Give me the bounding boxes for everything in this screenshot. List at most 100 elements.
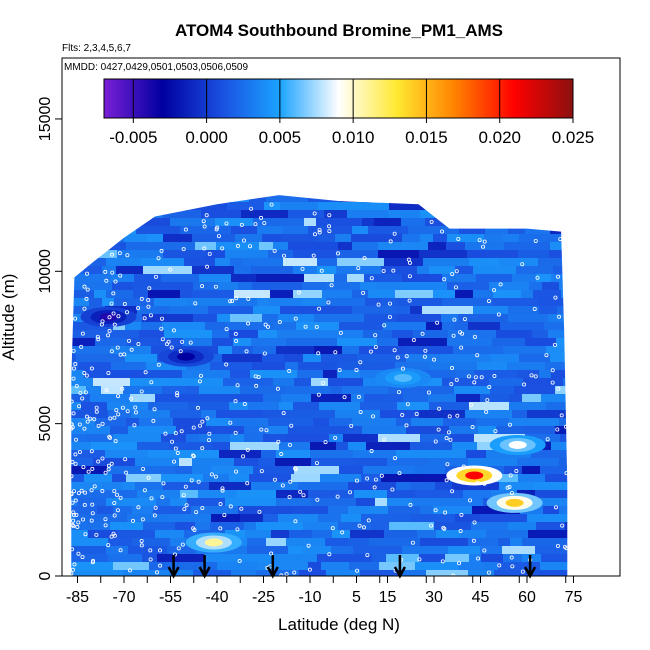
heat-cell xyxy=(556,218,568,227)
heat-cell xyxy=(273,322,297,331)
sample-marker xyxy=(397,471,402,476)
heat-cell xyxy=(428,394,457,403)
sample-marker xyxy=(104,278,109,283)
sample-marker xyxy=(532,306,537,311)
sample-marker xyxy=(149,496,154,501)
heat-cell xyxy=(278,514,319,523)
heat-cell xyxy=(465,410,513,419)
heat-cell xyxy=(245,530,272,539)
sample-marker xyxy=(103,269,108,274)
heat-cell xyxy=(546,195,568,203)
heat-cell xyxy=(521,290,534,299)
heat-cell xyxy=(314,346,343,355)
sample-marker xyxy=(281,411,286,416)
sample-marker xyxy=(115,508,120,513)
heat-cell xyxy=(215,218,254,227)
heat-cell xyxy=(508,314,549,323)
heat-cell xyxy=(106,290,134,299)
sample-marker xyxy=(76,520,81,525)
heat-cell xyxy=(217,562,259,571)
sample-marker xyxy=(109,349,114,354)
heat-cell xyxy=(528,530,568,539)
sample-marker xyxy=(449,382,454,387)
heat-cell xyxy=(71,410,109,419)
heat-cell xyxy=(545,362,568,371)
heat-cell xyxy=(233,338,252,347)
heat-cell xyxy=(126,418,140,427)
sample-marker xyxy=(160,316,165,321)
colorbar-tick-label: 0.025 xyxy=(552,128,595,147)
heat-cell xyxy=(537,298,568,307)
heat-cell xyxy=(169,154,183,163)
heat-cell xyxy=(347,210,389,219)
sample-marker xyxy=(200,419,205,424)
sample-marker xyxy=(376,302,381,307)
heat-cell xyxy=(71,394,91,403)
sample-marker xyxy=(239,222,244,227)
heat-cell xyxy=(238,506,265,515)
x-axis-label: Latitude (deg N) xyxy=(278,615,400,634)
heat-cell xyxy=(310,442,337,451)
heat-cell xyxy=(262,154,280,163)
heat-cell xyxy=(166,202,185,211)
heat-cell xyxy=(437,170,454,179)
heat-cell xyxy=(71,266,85,275)
heat-cell xyxy=(374,218,402,227)
heat-cell xyxy=(231,570,257,576)
heat-cell xyxy=(588,194,622,203)
sample-marker xyxy=(92,484,97,489)
sample-marker xyxy=(156,256,161,261)
heat-cell xyxy=(279,178,298,187)
sample-marker xyxy=(116,412,121,417)
heat-cell xyxy=(522,466,541,475)
heat-cell xyxy=(430,202,453,211)
heat-cell xyxy=(580,418,622,427)
heat-cell xyxy=(618,434,650,443)
sample-marker xyxy=(207,431,212,436)
sample-marker xyxy=(482,548,487,553)
heat-cell xyxy=(398,338,448,347)
heat-cell xyxy=(286,386,331,395)
heat-cell xyxy=(244,522,257,531)
sample-marker xyxy=(159,326,164,331)
heat-cell xyxy=(288,426,329,435)
heat-cell xyxy=(71,458,94,467)
heat-cell xyxy=(537,162,587,171)
heat-cell xyxy=(523,498,564,507)
sample-marker xyxy=(127,568,132,573)
heat-cell xyxy=(128,546,168,555)
heat-cell xyxy=(508,226,526,235)
sample-marker xyxy=(485,398,490,403)
sample-marker xyxy=(312,232,317,237)
colorbar-ticks: -0.005 0.000 0.005 0.010 0.015 0.020 0.025 xyxy=(109,79,594,147)
sample-marker xyxy=(220,486,225,491)
heat-cell xyxy=(544,186,591,195)
sample-marker xyxy=(73,498,78,503)
heat-cell xyxy=(198,195,231,203)
heat-cell xyxy=(192,266,235,275)
sample-marker xyxy=(249,206,254,211)
hotspot xyxy=(177,352,195,361)
heat-cell xyxy=(106,258,142,267)
heat-cell xyxy=(74,162,96,171)
heat-cell xyxy=(78,362,112,371)
heat-cell xyxy=(148,402,189,411)
sample-marker xyxy=(451,333,456,338)
colorbar-tick-label: 0.015 xyxy=(405,128,448,147)
heat-cell xyxy=(471,522,509,531)
heat-cell xyxy=(71,362,79,371)
hotspots xyxy=(80,307,546,553)
heat-cell xyxy=(429,266,456,275)
heat-cell xyxy=(545,474,568,483)
heat-cell xyxy=(555,426,568,435)
heat-cell xyxy=(426,474,451,483)
heat-cell xyxy=(337,370,361,379)
heat-cell xyxy=(606,178,644,187)
sample-marker xyxy=(476,556,481,561)
heat-cell xyxy=(334,274,348,283)
heat-cell xyxy=(469,258,500,267)
heat-cell xyxy=(316,218,363,227)
heat-cell xyxy=(93,378,131,387)
heat-cell xyxy=(147,234,164,243)
heat-cell xyxy=(324,210,348,219)
